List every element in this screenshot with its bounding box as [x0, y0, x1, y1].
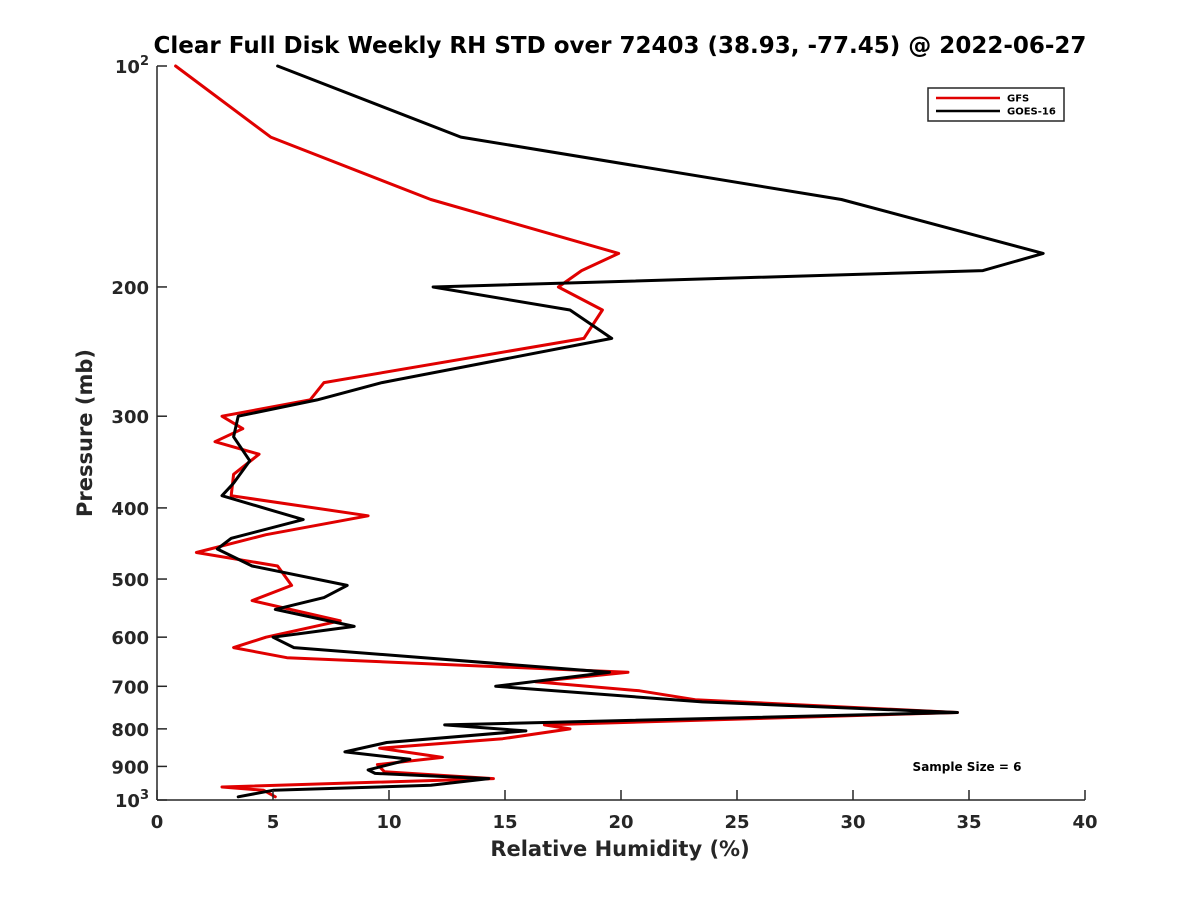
- legend-box: [927, 87, 1065, 122]
- plot-area: [174, 64, 1045, 799]
- y-tick-label: 900: [111, 757, 149, 778]
- x-tick-label: 10: [376, 812, 401, 833]
- y-tick-label: 300: [111, 407, 149, 428]
- y-tick-label: 700: [111, 677, 149, 698]
- axes: 0 5 10 15 20 25 30 35 40 102 200 300 400 500 600 700 800…: [111, 54, 1097, 833]
- series-line-gfs: [174, 64, 959, 799]
- x-tick-label: 20: [608, 812, 633, 833]
- x-tick-label: 30: [840, 812, 865, 833]
- x-tick-label: 5: [267, 812, 280, 833]
- series-line-goes-16: [215, 64, 1045, 799]
- sample-size-annotation: Sample Size = 6: [913, 760, 1022, 774]
- x-tick-label: 25: [724, 812, 749, 833]
- x-tick-label: 0: [151, 812, 164, 833]
- y-axis-label: Pressure (mb): [73, 349, 97, 517]
- legend-label: GFS: [1007, 94, 1029, 105]
- y-tick-label: 500: [111, 570, 149, 591]
- x-tick-label: 15: [492, 812, 517, 833]
- x-axis-label: Relative Humidity (%): [490, 837, 749, 861]
- y-tick-label: 800: [111, 720, 149, 741]
- x-tick-label: 40: [1072, 812, 1097, 833]
- y-tick-label: 600: [111, 628, 149, 649]
- x-tick-label: 35: [956, 812, 981, 833]
- legend: GFS GOES-16: [927, 87, 1065, 122]
- legend-label: GOES-16: [1007, 107, 1056, 118]
- chart-title: Clear Full Disk Weekly RH STD over 72403…: [154, 33, 1087, 59]
- y-tick-label: 103: [115, 788, 149, 812]
- y-tick-label: 400: [111, 499, 149, 520]
- y-tick-label: 200: [111, 278, 149, 299]
- y-tick-label: 102: [115, 54, 149, 78]
